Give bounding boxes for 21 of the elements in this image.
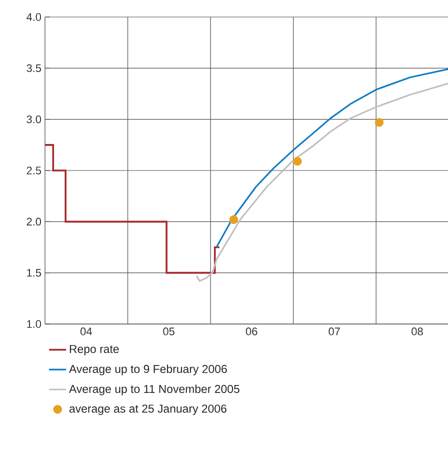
legend-label: Average up to 9 February 2006 (69, 364, 227, 376)
x-tick-label: 07 (328, 328, 340, 336)
line-series (216, 68, 448, 248)
y-tick-label: 3.0 (26, 115, 42, 124)
line-series (196, 82, 448, 282)
legend-label: Average up to 11 November 2005 (69, 384, 240, 396)
point (374, 118, 384, 127)
y-tick-label: 3.5 (26, 64, 42, 72)
point (293, 156, 302, 166)
y-tick-label: 1.0 (27, 320, 42, 328)
point (229, 215, 238, 224)
y-tick-label: 4.0 (26, 13, 42, 21)
legend-label: Repo rate (70, 345, 119, 356)
legend-label: average as at 25 January 2006 (69, 404, 226, 415)
x-tick-label: 04 (80, 328, 92, 336)
y-tick-label: 1.5 (27, 269, 42, 277)
x-tick-label: 05 (163, 328, 174, 336)
x-tick-label: 08 (412, 328, 423, 336)
y-tick-label: 2.5 (26, 166, 42, 174)
x-tick-label: 06 (246, 328, 258, 336)
y-tick-label: 2.0 (26, 218, 42, 226)
